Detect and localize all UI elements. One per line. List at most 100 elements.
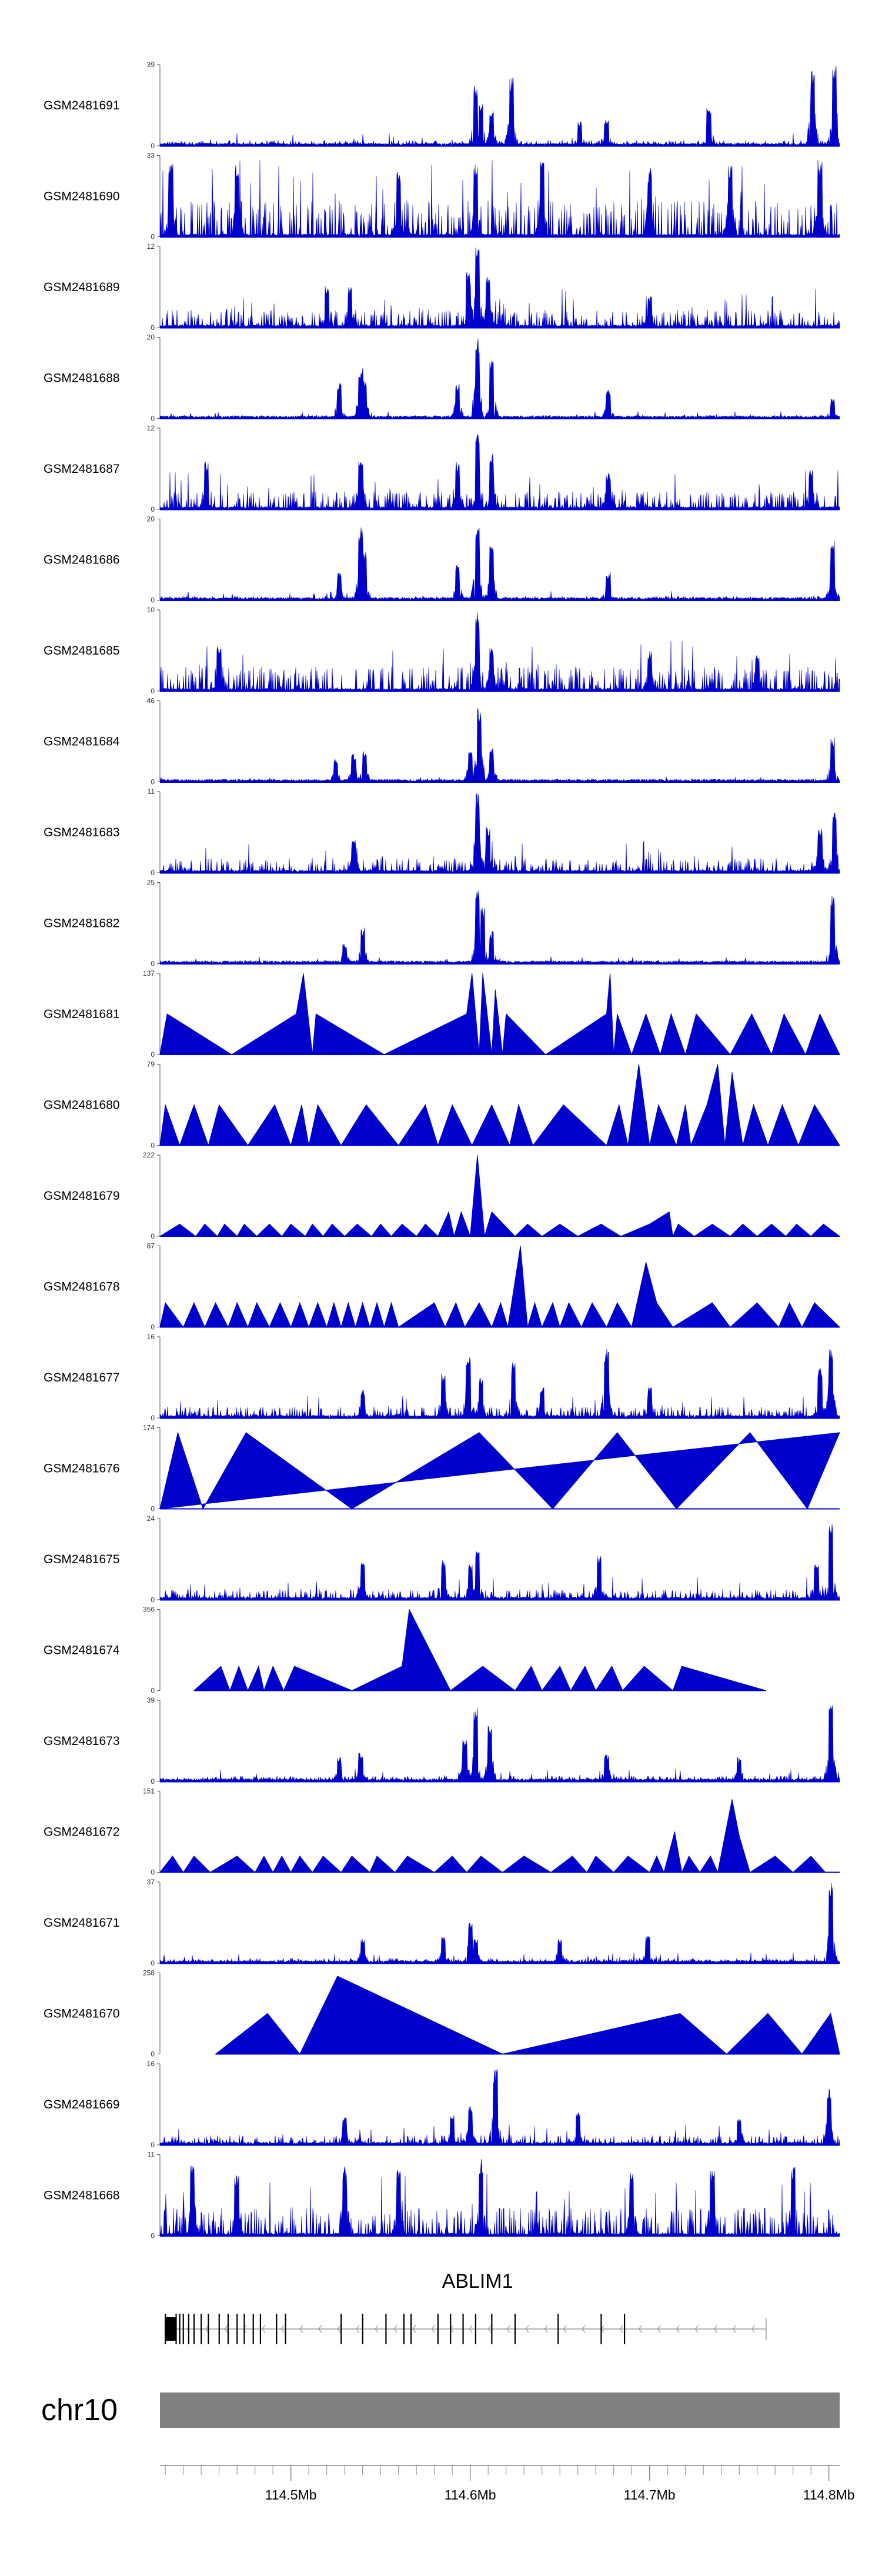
- y-axis-min-label: 0: [151, 1050, 155, 1059]
- y-axis-max-label: 16: [147, 1333, 155, 1341]
- gene-exon: [259, 2314, 262, 2344]
- coverage-area: [159, 527, 840, 600]
- strand-arrow-icon: [694, 2325, 699, 2333]
- track-GSM2481691: GSM2481691 39 0: [44, 61, 840, 150]
- track-GSM2481690: GSM2481690 33 0: [44, 152, 840, 241]
- strand-arrow-icon: [525, 2325, 529, 2333]
- strand-arrow-icon: [732, 2325, 737, 2333]
- track-GSM2481688: GSM2481688 20 0: [44, 333, 840, 423]
- gene-track: ABLIM1: [165, 2270, 767, 2344]
- gene-exon: [600, 2314, 602, 2344]
- axis-tick-label: 114.7Mb: [624, 2487, 676, 2502]
- y-axis-min-label: 0: [151, 323, 155, 332]
- track-label: GSM2481680: [44, 1099, 120, 1112]
- track-label: GSM2481674: [44, 1644, 120, 1657]
- gene-exon: [182, 2314, 184, 2344]
- coverage-area: [159, 708, 840, 782]
- track-label: GSM2481684: [44, 735, 120, 749]
- y-axis-max-label: 10: [147, 606, 155, 614]
- strand-arrow-icon: [318, 2325, 322, 2333]
- track-GSM2481676: GSM2481676 174 0: [44, 1424, 840, 1513]
- coverage-area: [159, 66, 840, 146]
- y-axis-min-label: 0: [151, 1959, 155, 1967]
- strand-arrow-icon: [356, 2325, 360, 2333]
- strand-arrow-icon: [638, 2325, 642, 2333]
- strand-arrow-icon: [751, 2325, 756, 2333]
- gene-exon: [362, 2314, 363, 2344]
- y-axis-max-label: 79: [147, 1060, 155, 1069]
- coverage-area: [159, 1799, 840, 1874]
- coverage-area: [159, 160, 840, 237]
- track-GSM2481671: GSM2481671 37 0: [44, 1878, 840, 1967]
- track-GSM2481672: GSM2481672 151 0: [44, 1787, 840, 1877]
- y-axis-min-label: 0: [151, 2050, 155, 2058]
- gene-name: ABLIM1: [442, 2270, 513, 2293]
- y-axis-max-label: 12: [147, 242, 155, 251]
- track-GSM2481687: GSM2481687 12 0: [44, 424, 840, 513]
- track-GSM2481669: GSM2481669 16 0: [44, 2060, 840, 2149]
- track-GSM2481678: GSM2481678 87 0: [44, 1242, 841, 1332]
- y-axis-max-label: 24: [147, 1514, 155, 1523]
- track-label: GSM2481689: [44, 281, 120, 294]
- y-axis-min-label: 0: [151, 1687, 155, 1695]
- coverage-area: [159, 1349, 840, 1419]
- y-axis-min-label: 0: [151, 1777, 155, 1786]
- coverage-area: [159, 793, 840, 873]
- gene-exon: [243, 2314, 245, 2344]
- track-GSM2481686: GSM2481686 20 0: [44, 515, 840, 605]
- track-label: GSM2481668: [44, 2189, 120, 2203]
- y-axis-min-label: 0: [151, 505, 155, 513]
- y-axis-max-label: 258: [143, 1969, 155, 1977]
- coverage-area: [159, 2158, 840, 2236]
- track-GSM2481670: GSM2481670 258 0: [44, 1969, 840, 2058]
- coverage-area: [159, 1431, 840, 1510]
- coverage-area: [159, 1154, 841, 1237]
- track-GSM2481673: GSM2481673 39 0: [44, 1696, 840, 1786]
- gene-utr-block: [165, 2317, 176, 2341]
- y-axis-max-label: 356: [143, 1606, 155, 1614]
- gene-exon: [252, 2314, 254, 2344]
- coverage-area: [159, 612, 840, 692]
- strand-arrow-icon: [299, 2325, 303, 2333]
- strand-arrow-icon: [223, 2325, 228, 2333]
- y-axis-min-label: 0: [151, 1596, 155, 1604]
- strand-arrow-icon: [713, 2325, 717, 2333]
- coverage-area: [159, 890, 840, 964]
- gene-exon: [410, 2314, 412, 2344]
- strand-arrow-icon: [506, 2325, 510, 2333]
- track-label: GSM2481670: [44, 2007, 120, 2021]
- track-label: GSM2481681: [44, 1007, 120, 1021]
- strand-arrow-icon: [242, 2325, 247, 2333]
- track-GSM2481681: GSM2481681 137 0: [44, 969, 840, 1059]
- track-GSM2481679: GSM2481679 222 0: [44, 1151, 841, 1240]
- track-GSM2481680: GSM2481680 79 0: [44, 1060, 840, 1150]
- genomic-axis: 114.5Mb 114.6Mb 114.7Mb 114.8Mb: [160, 2465, 855, 2502]
- track-label: GSM2481691: [44, 99, 120, 112]
- coverage-area: [159, 973, 840, 1056]
- gene-exon: [514, 2314, 516, 2344]
- track-GSM2481668: GSM2481668 11 0: [44, 2151, 840, 2240]
- track-label: GSM2481690: [44, 190, 120, 203]
- track-label: GSM2481685: [44, 644, 120, 658]
- track-GSM2481675: GSM2481675 24 0: [44, 1514, 840, 1604]
- y-axis-max-label: 151: [143, 1787, 155, 1796]
- y-axis-min-label: 0: [151, 1142, 155, 1150]
- gene-exon: [462, 2314, 464, 2344]
- y-axis-min-label: 0: [151, 1323, 155, 1332]
- track-label: GSM2481672: [44, 1826, 120, 1839]
- coverage-area: [159, 1246, 841, 1329]
- gene-exon: [475, 2314, 477, 2344]
- y-axis-min-label: 0: [151, 233, 155, 241]
- y-axis-max-label: 25: [147, 879, 155, 887]
- track-GSM2481689: GSM2481689 12 0: [44, 242, 840, 332]
- coverage-area: [215, 1976, 840, 2055]
- gene-exon: [193, 2314, 195, 2344]
- strand-arrow-icon: [393, 2325, 397, 2333]
- y-axis-max-label: 20: [147, 515, 155, 523]
- y-axis-min-label: 0: [151, 1868, 155, 1877]
- gene-exon: [236, 2314, 238, 2344]
- strand-arrow-icon: [431, 2325, 435, 2333]
- gene-exon: [385, 2314, 387, 2344]
- gene-exon: [450, 2314, 452, 2344]
- y-axis-min-label: 0: [151, 778, 155, 786]
